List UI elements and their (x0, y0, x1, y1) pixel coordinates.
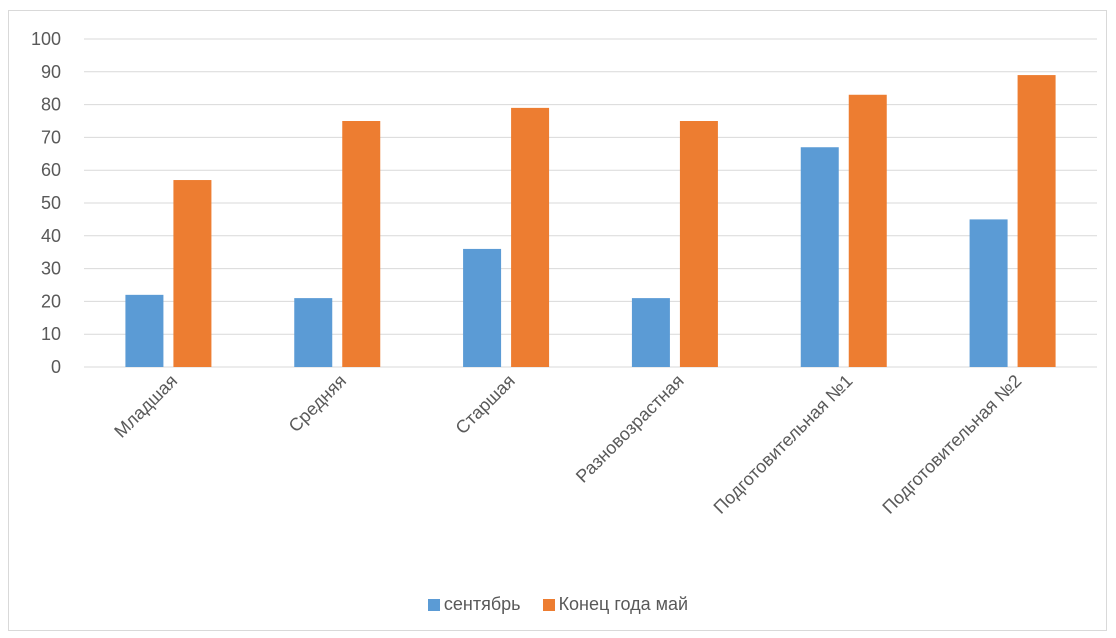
gridlines (84, 38, 1097, 368)
y-tick-label: 80 (41, 95, 61, 115)
bar-series-0-3 (631, 298, 670, 367)
bar-series-0-1 (294, 298, 333, 367)
x-axis-ticks: Младшая Средняя Старшая Разновозрастная Подг… (110, 371, 1025, 518)
y-tick-label: 50 (41, 193, 61, 213)
bar-series-0-5 (969, 219, 1008, 367)
bar-series-0-0 (125, 294, 164, 367)
y-tick-label: 40 (41, 226, 61, 246)
y-tick-label: 90 (41, 62, 61, 82)
y-tick-label: 60 (41, 160, 61, 180)
x-tick-label: Младшая (110, 371, 181, 442)
legend-label-series-1: Конец года май (558, 594, 689, 614)
y-tick-label: 70 (41, 127, 61, 147)
bar-series-1-4 (848, 94, 887, 367)
legend-swatch-series-1 (542, 598, 555, 611)
bar-series-1-5 (1017, 75, 1056, 367)
bars (125, 75, 1056, 367)
y-tick-label: 10 (41, 324, 61, 344)
x-tick-label: Разновозрастная (572, 371, 688, 487)
bar-series-0-4 (800, 147, 839, 367)
y-tick-label: 0 (51, 357, 61, 377)
bar-series-1-1 (342, 121, 381, 367)
y-tick-label: 100 (31, 29, 61, 49)
legend-swatch-series-0 (427, 598, 440, 611)
bar-series-1-2 (511, 107, 550, 367)
x-tick-label: Средняя (285, 371, 350, 436)
legend: сентябрь Конец года май (0, 594, 1116, 615)
y-tick-label: 30 (41, 259, 61, 279)
legend-item-series-0: сентябрь (427, 594, 521, 615)
bar-series-1-0 (173, 180, 212, 367)
legend-item-series-1: Конец года май (542, 594, 689, 615)
bar-series-0-2 (463, 248, 502, 367)
legend-label-series-0: сентябрь (443, 594, 521, 614)
x-tick-label: Подготовительная №2 (878, 371, 1025, 518)
y-axis-ticks: 0 10 20 30 40 50 60 70 80 90 100 (31, 29, 61, 377)
x-tick-label: Подготовительная №1 (710, 371, 857, 518)
x-tick-label: Старшая (452, 371, 519, 438)
y-tick-label: 20 (41, 291, 61, 311)
bar-series-1-3 (679, 121, 718, 367)
